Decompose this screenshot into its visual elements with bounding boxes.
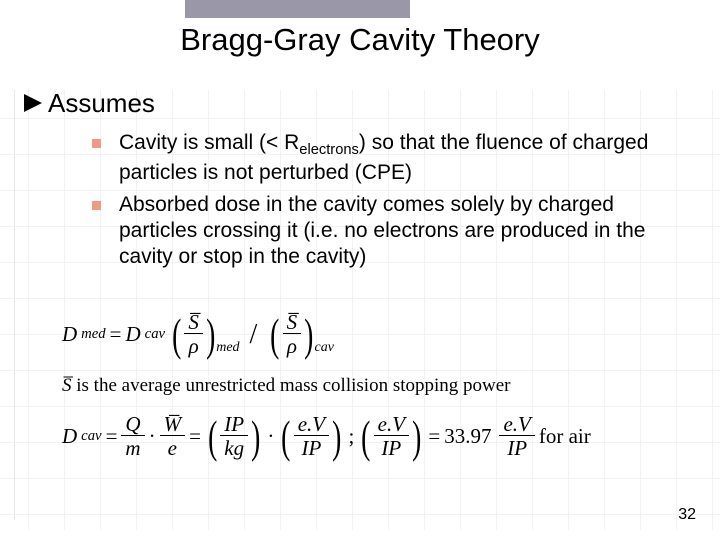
sym-D: D — [126, 322, 141, 347]
paren-right-icon: ) — [412, 414, 421, 460]
bullet-sub: electrons — [299, 142, 359, 158]
paren-group: ( e.VIP ) — [358, 413, 424, 460]
paren-left-icon: ( — [281, 414, 290, 460]
frac-den: IP — [294, 436, 329, 460]
paren-group: ( e.VIP ) — [278, 413, 344, 460]
paren-group: ( IPkg ) — [205, 413, 263, 460]
frac-den: ρ — [184, 334, 203, 358]
eq-sign: = — [110, 322, 122, 347]
left-rule — [14, 90, 15, 520]
paren-right-icon: ) — [332, 414, 341, 460]
bullet-text: Absorbed dose in the cavity comes solely… — [119, 192, 672, 271]
list-item: Absorbed dose in the cavity comes solely… — [92, 192, 672, 271]
frac-den: kg — [220, 436, 248, 460]
paren-group-med: ( S̅ρ ) med — [169, 311, 239, 358]
sym-D-sub: med — [81, 326, 105, 343]
frac-num: Q — [121, 413, 144, 436]
sym-D: D — [62, 322, 77, 347]
paren-sub: med — [216, 340, 239, 358]
equation-dcav: Dcav = Qm · W̅e = ( IPkg ) · ( e.VIP ) ;… — [62, 409, 591, 464]
equations-area: Dmed = Dcav ( S̅ρ ) med / ( S̅ρ ) cav S̅… — [62, 307, 662, 362]
slide-title: Bragg-Gray Cavity Theory — [0, 22, 720, 58]
square-bullet-icon — [92, 139, 101, 148]
bullet-text: Cavity is small (< Relectrons) so that t… — [119, 130, 672, 186]
frac-den: e — [160, 436, 186, 460]
sym-D-sub: cav — [81, 428, 101, 445]
frac-num: S̅ — [184, 311, 203, 334]
section-label: Assumes — [48, 88, 155, 118]
page-number: 32 — [678, 506, 696, 524]
eq-sign: = — [428, 424, 440, 449]
paren-right-icon: ) — [251, 414, 260, 460]
frac-num: S̅ — [283, 311, 302, 334]
paren-left-icon: ( — [270, 312, 279, 358]
divide-slash: / — [244, 319, 264, 351]
paren-sub: cav — [314, 340, 333, 358]
sym-D: D — [62, 424, 77, 449]
bullet-list: Cavity is small (< Relectrons) so that t… — [92, 130, 672, 277]
bullet-pre: Cavity is small (< R — [119, 131, 299, 154]
const-value: 33.97 — [444, 424, 491, 449]
frac-num: e.V — [499, 413, 534, 436]
paren-right-icon: ) — [206, 312, 215, 358]
frac-num: W̅ — [160, 413, 186, 436]
list-item: Cavity is small (< Relectrons) so that t… — [92, 130, 672, 186]
dot: · — [267, 424, 274, 449]
paren-left-icon: ( — [208, 414, 217, 460]
stopping-power-line: S̅ is the average unrestricted mass coll… — [62, 375, 511, 397]
sp-text: is the average unrestricted mass collisi… — [72, 375, 511, 396]
frac-den: IP — [499, 436, 534, 460]
top-decorative-band — [185, 0, 410, 18]
eq-sign: = — [106, 424, 118, 449]
frac-num: IP — [220, 413, 248, 436]
equation-dmed: Dmed = Dcav ( S̅ρ ) med / ( S̅ρ ) cav — [62, 307, 662, 362]
paren-left-icon: ( — [361, 414, 370, 460]
sym-D-sub: cav — [145, 326, 165, 343]
arrow-icon — [22, 92, 44, 114]
air-suffix: for air — [539, 424, 591, 449]
sym-Sbar: S̅ — [62, 375, 72, 396]
frac-num: e.V — [294, 413, 329, 436]
semicolon: ; — [348, 424, 354, 449]
frac-den: m — [121, 436, 144, 460]
paren-right-icon: ) — [304, 312, 313, 358]
paren-group-cav: ( S̅ρ ) cav — [267, 311, 334, 358]
square-bullet-icon — [92, 201, 101, 210]
eq-sign: = — [189, 424, 201, 449]
section-heading: Assumes — [22, 88, 155, 119]
frac-den: ρ — [283, 334, 302, 358]
frac-den: IP — [374, 436, 409, 460]
paren-left-icon: ( — [172, 312, 181, 358]
dot: · — [149, 424, 156, 449]
slide: Bragg-Gray Cavity Theory Assumes Cavity … — [0, 0, 720, 540]
frac-num: e.V — [374, 413, 409, 436]
bullet-pre: Absorbed dose in the cavity comes solely… — [119, 193, 645, 269]
